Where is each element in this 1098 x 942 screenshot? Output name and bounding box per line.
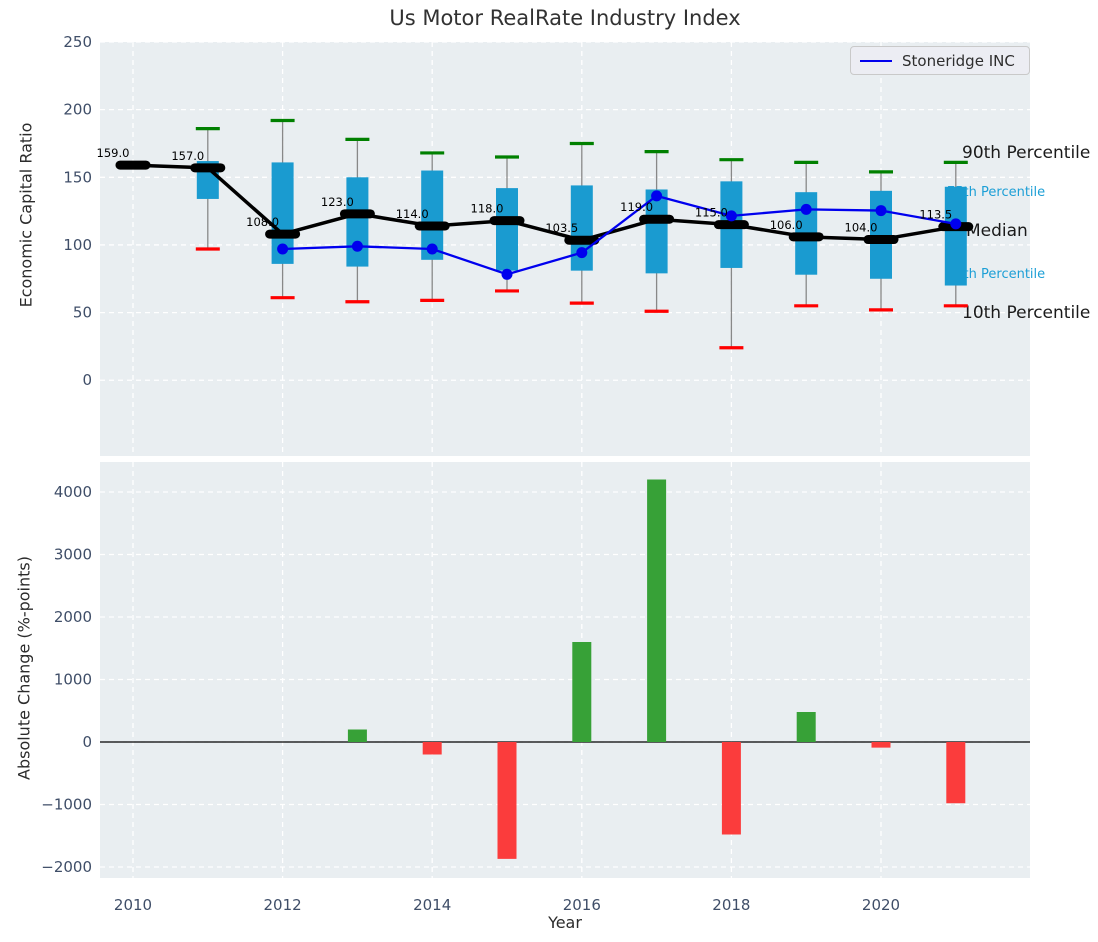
x-axis-label: Year: [100, 913, 1030, 932]
xtick-label: 2014: [413, 896, 451, 914]
bar-2013: [348, 730, 367, 743]
bar-2021: [946, 742, 965, 803]
annotation-90th-percentile: 90th Percentile: [962, 143, 1090, 163]
legend: Stoneridge INC: [850, 46, 1030, 75]
bar-2020: [872, 742, 891, 748]
figure: 0 50 100 150 200 250 −2000 −1000 0 1000 2000 3000 40…: [0, 0, 1098, 942]
ytick-label-bottom: −1000: [41, 796, 92, 814]
company-dot-2016: [576, 247, 587, 258]
xtick-label: 2020: [862, 896, 900, 914]
box-2015: [496, 188, 518, 271]
company-dot-2013: [352, 241, 363, 252]
box-2013: [346, 177, 368, 266]
company-dot-2012: [277, 244, 288, 255]
bar-2016: [572, 642, 591, 742]
xtick-label: 2016: [563, 896, 601, 914]
ytick-label-top: 100: [63, 236, 92, 254]
box-2020: [870, 191, 892, 279]
legend-line-icon: [860, 60, 892, 62]
legend-label: Stoneridge INC: [902, 52, 1015, 70]
bottom-panel-background: [100, 462, 1030, 878]
median-label-2021: 113.5: [919, 208, 952, 222]
ytick-label-top: 0: [82, 371, 92, 389]
ytick-label-bottom: 1000: [54, 671, 92, 689]
chart-title: Us Motor RealRate Industry Index: [100, 6, 1030, 30]
xtick-label: 2018: [712, 896, 750, 914]
ytick-label-top: 150: [63, 168, 92, 186]
median-label-2015: 118.0: [471, 202, 504, 216]
ytick-label-bottom: 4000: [54, 483, 92, 501]
box-2021: [945, 187, 967, 286]
y-axis-label-bottom: Absolute Change (%-points): [15, 556, 34, 780]
ytick-label-bottom: 2000: [54, 608, 92, 626]
median-label-2010: 159.0: [97, 146, 130, 160]
median-label-2011: 157.0: [171, 149, 204, 163]
bar-2015: [498, 742, 517, 859]
xtick-label: 2010: [114, 896, 152, 914]
company-dot-2020: [876, 205, 887, 216]
median-label-2019: 106.0: [770, 218, 803, 232]
annotation-10th-percentile: 10th Percentile: [962, 303, 1090, 323]
median-label-2017: 119.0: [620, 200, 653, 214]
bar-2019: [797, 712, 816, 742]
median-label-2016: 103.5: [545, 221, 578, 235]
median-label-2013: 123.0: [321, 195, 354, 209]
y-axis-label-top: Economic Capital Ratio: [17, 123, 36, 308]
bar-2018: [722, 742, 741, 835]
ytick-label-top: 50: [73, 304, 92, 322]
annotation-median: Median: [966, 221, 1028, 241]
median-label-2018: 115.0: [695, 206, 728, 220]
company-dot-2014: [427, 244, 438, 255]
ytick-label-top: 250: [63, 33, 92, 51]
median-label-2014: 114.0: [396, 207, 429, 221]
ytick-label-bottom: −2000: [41, 858, 92, 876]
bar-2014: [423, 742, 442, 755]
median-label-2020: 104.0: [845, 221, 878, 235]
company-dot-2019: [801, 204, 812, 215]
ytick-label-bottom: 0: [82, 733, 92, 751]
chart-canvas: 0 50 100 150 200 250 −2000 −1000 0 1000 2000 3000 40…: [0, 0, 1098, 942]
ytick-label-top: 200: [63, 101, 92, 119]
ytick-label-bottom: 3000: [54, 546, 92, 564]
median-label-2012: 108.0: [246, 215, 279, 229]
bar-2017: [647, 480, 666, 743]
xtick-label: 2012: [264, 896, 302, 914]
company-dot-2015: [502, 269, 513, 280]
